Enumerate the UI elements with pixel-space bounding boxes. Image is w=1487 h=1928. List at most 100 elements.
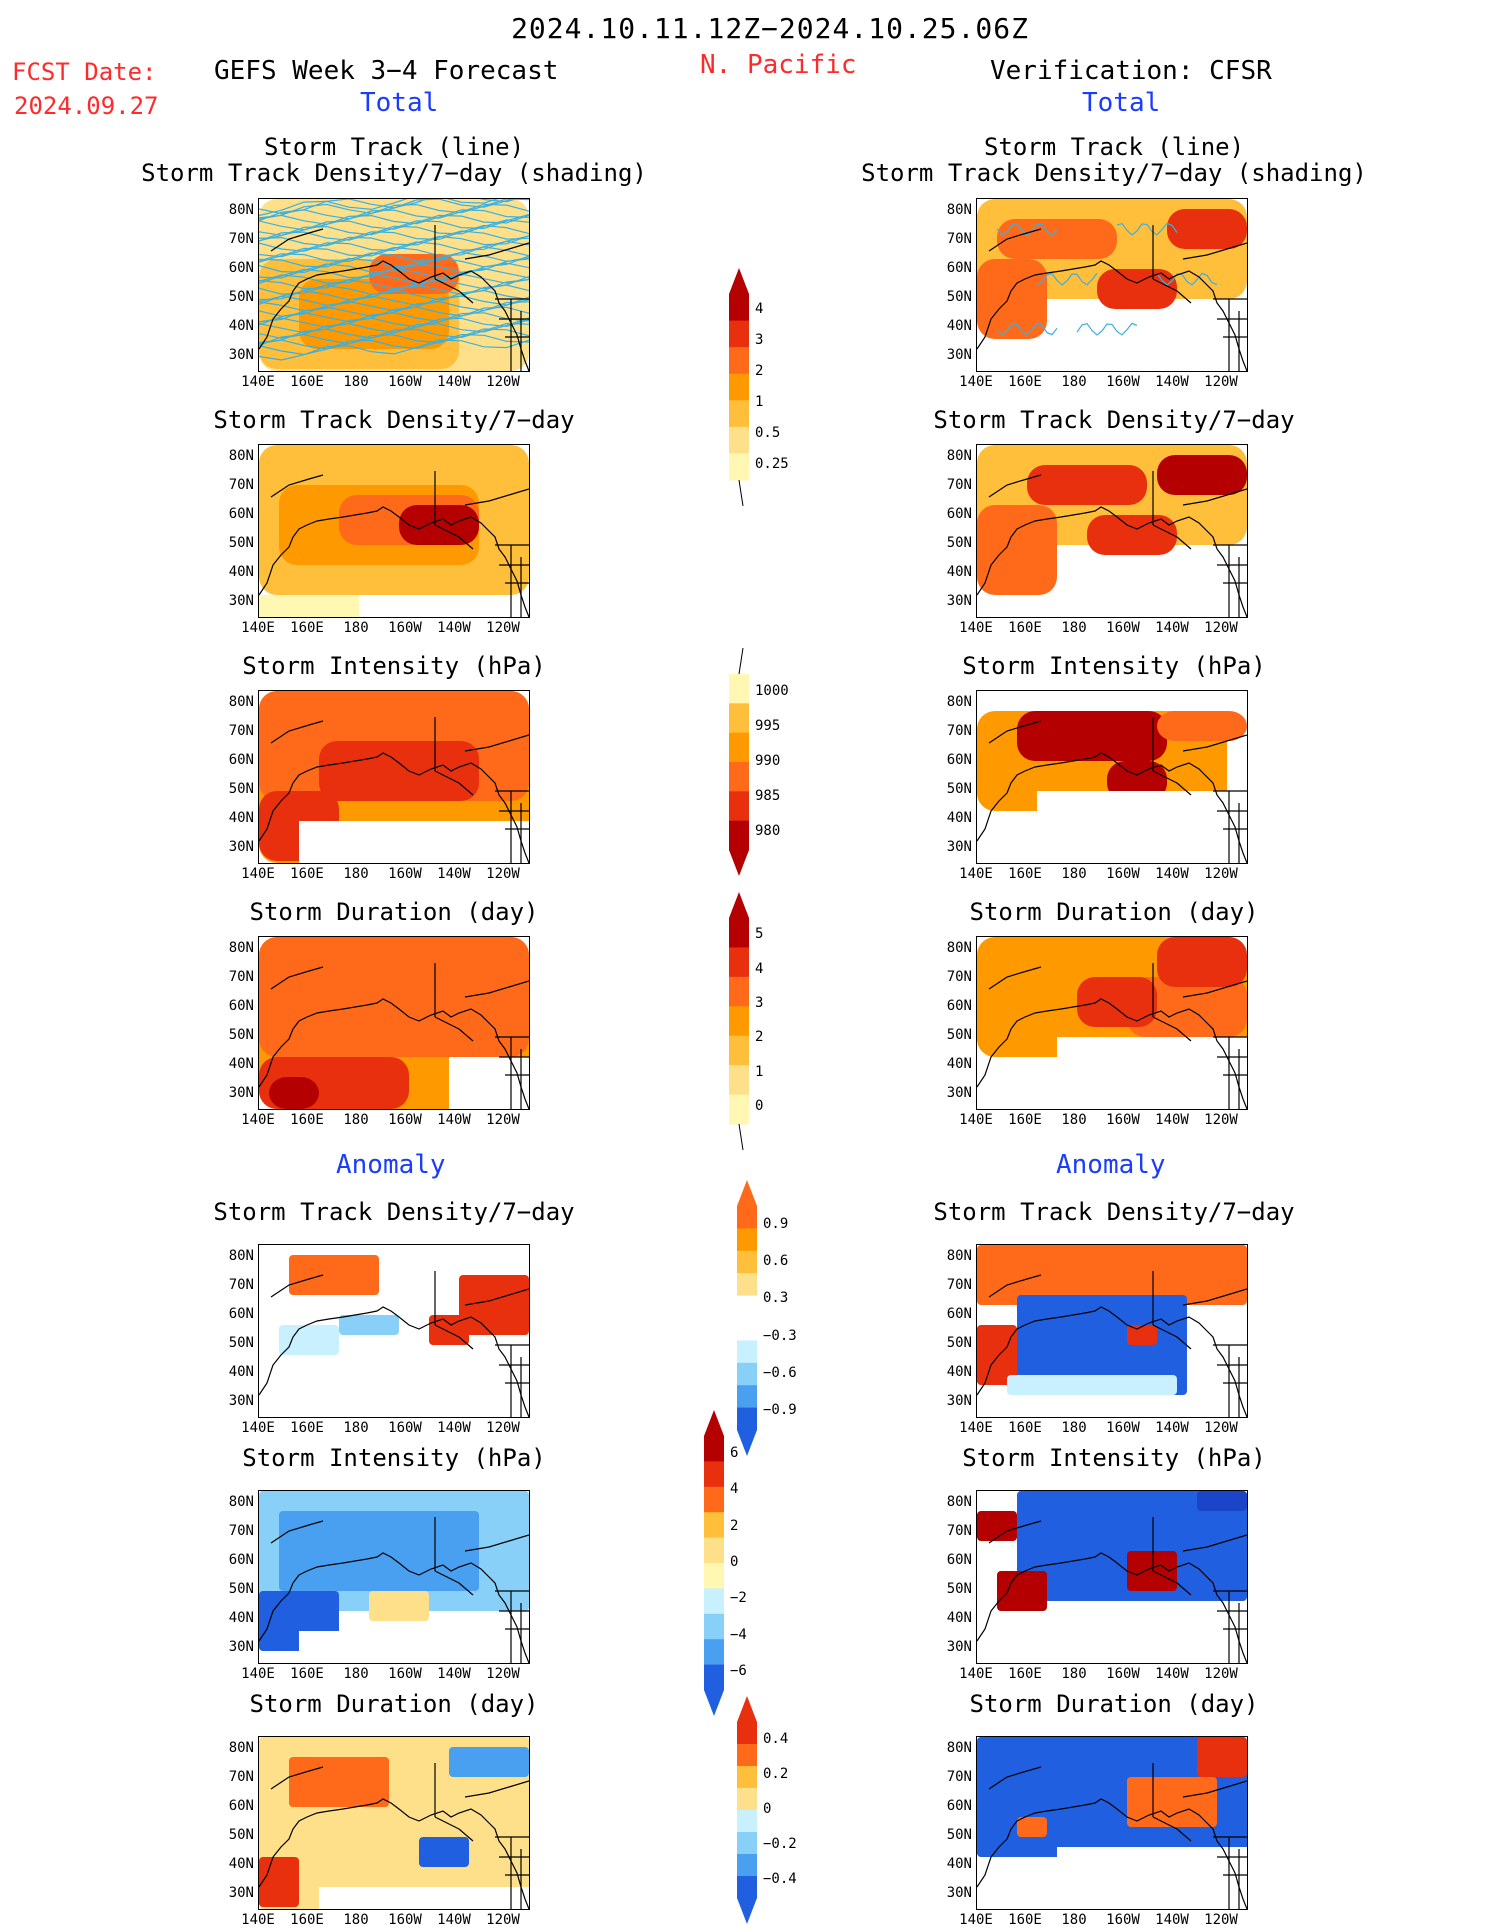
lon-tick-label: 160E [290, 866, 324, 882]
coastline [259, 752, 529, 863]
coastline [1213, 1344, 1247, 1417]
storm-track-line [259, 219, 529, 242]
lon-tick-label: 140W [1155, 1912, 1189, 1928]
lat-tick-label: 80N [946, 940, 972, 956]
anomaly-label-right: Anomaly [1056, 1150, 1166, 1180]
lon-tick-label: 160E [1008, 1420, 1042, 1436]
verification-column-title: Verification: CFSR [990, 56, 1272, 86]
lon-tick-label: 160E [1008, 620, 1042, 636]
lon-tick-label: 160W [388, 374, 422, 390]
lon-tick-label: 160E [290, 1666, 324, 1682]
lat-tick-label: 70N [946, 1523, 972, 1539]
colorbar-tick-label: 985 [755, 788, 781, 805]
storm-track-line [259, 235, 529, 258]
lon-tick-label: 180 [1061, 1112, 1087, 1128]
storm-track-line [259, 246, 529, 268]
lon-tick-label: 160W [388, 1912, 422, 1928]
storm-track-line [996, 223, 1058, 236]
coastline [988, 1517, 1247, 1596]
coastline [1213, 544, 1247, 617]
lon-tick-label: 140W [437, 1666, 471, 1682]
lat-tick-label: 40N [946, 1610, 972, 1626]
lon-tick-label: 140E [959, 866, 993, 882]
title-density-anom-right: Storm Track Density/7−day [933, 1198, 1295, 1226]
colorbar-duration_total [729, 892, 749, 1150]
colorbar-tick-label: 0.4 [763, 1730, 789, 1747]
lat-tick-label: 30N [946, 1885, 972, 1901]
lon-tick-label: 140E [959, 1420, 993, 1436]
lat-tick-label: 60N [946, 752, 972, 768]
colorbar-tick-label: 1 [755, 393, 764, 410]
lat-tick-label: 80N [228, 694, 254, 710]
lat-tick-label: 80N [946, 1740, 972, 1756]
coastline [988, 1271, 1247, 1350]
colorbar-tick-label: 0.6 [763, 1253, 789, 1269]
forecast-column-title: GEFS Week 3−4 Forecast [214, 56, 559, 86]
colorbar-tick-label: 4 [730, 1481, 739, 1498]
lon-tick-label: 120W [486, 374, 520, 390]
map-panel-duration-right [976, 936, 1248, 1110]
lat-tick-label: 70N [228, 231, 254, 247]
coastline [270, 1517, 529, 1596]
no-data-region [449, 1057, 529, 1109]
storm-track-line [259, 235, 529, 263]
colorbar-duration_anom [737, 1696, 757, 1924]
lat-tick-label: 80N [228, 940, 254, 956]
lat-tick-label: 70N [946, 231, 972, 247]
lat-tick-label: 30N [946, 1639, 972, 1655]
map-field-density-anom-left [259, 1255, 529, 1417]
lon-tick-label: 180 [343, 1666, 369, 1682]
lon-tick-label: 120W [486, 1112, 520, 1128]
lon-tick-label: 180 [343, 866, 369, 882]
lat-tick-label: 70N [946, 1769, 972, 1785]
shaded-region [977, 505, 1057, 595]
lat-tick-label: 50N [946, 1027, 972, 1043]
lat-tick-label: 70N [228, 1277, 254, 1293]
lat-tick-label: 40N [946, 318, 972, 334]
lon-tick-label: 160E [290, 1420, 324, 1436]
shaded-region [1017, 711, 1167, 761]
storm-track-line [259, 199, 529, 222]
lat-tick-label: 40N [946, 1364, 972, 1380]
map-field-duration-anom-left [259, 1737, 529, 1909]
lat-tick-label: 30N [228, 1393, 254, 1409]
lat-tick-label: 60N [946, 506, 972, 522]
colorbar-tick-label: 0 [730, 1554, 739, 1570]
coastline [1213, 790, 1247, 863]
lat-tick-label: 70N [946, 1277, 972, 1293]
shaded-region [977, 259, 1047, 339]
map-field-intensity-anom-right [977, 1491, 1247, 1663]
lon-tick-label: 160E [1008, 1912, 1042, 1928]
lon-tick-label: 120W [486, 1420, 520, 1436]
lon-tick-label: 180 [343, 374, 369, 390]
shaded-region [977, 1325, 1017, 1385]
lon-tick-label: 140W [437, 1420, 471, 1436]
colorbar-tick-label: −2 [730, 1590, 747, 1607]
map-panel-track-right [976, 198, 1248, 372]
storm-track-line [259, 322, 529, 346]
total-label-left: Total [360, 88, 439, 118]
map-field-intensity-right [977, 711, 1247, 863]
lon-tick-label: 160W [1106, 374, 1140, 390]
lon-tick-label: 120W [1204, 374, 1238, 390]
lat-tick-label: 40N [946, 1056, 972, 1072]
title-duration-left: Storm Duration (day) [249, 898, 539, 926]
shaded-region [1127, 1551, 1177, 1591]
lon-tick-label: 160W [388, 866, 422, 882]
lon-tick-label: 160W [1106, 1912, 1140, 1928]
shaded-region [279, 1325, 339, 1355]
shaded-region [259, 1857, 299, 1907]
lat-tick-label: 60N [946, 1552, 972, 1568]
storm-track-line [259, 267, 529, 290]
shaded-region [289, 1757, 389, 1807]
shaded-region [419, 1837, 469, 1867]
coastline [1213, 1836, 1247, 1909]
lat-tick-label: 50N [228, 1027, 254, 1043]
shaded-region [1077, 977, 1157, 1027]
lon-tick-label: 140W [437, 374, 471, 390]
coastline [495, 1036, 529, 1109]
coastline [977, 1798, 1247, 1909]
shaded-region [1167, 209, 1247, 249]
shaded-region [289, 1255, 379, 1295]
lon-tick-label: 140W [437, 866, 471, 882]
